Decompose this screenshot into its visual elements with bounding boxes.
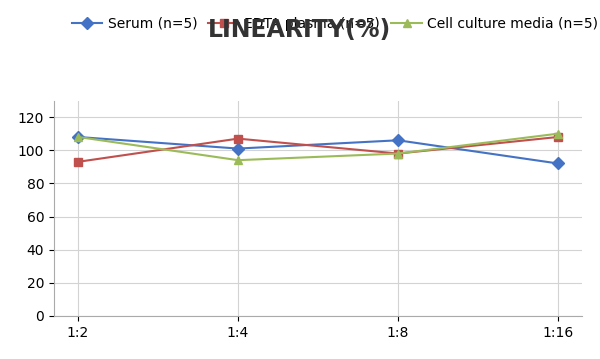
Serum (n=5)	[394, 138, 401, 143]
Cell culture media (n=5)	[235, 158, 242, 162]
EDTA plasma (n=5)	[235, 136, 242, 141]
Line: Cell culture media (n=5): Cell culture media (n=5)	[74, 130, 562, 164]
Line: EDTA plasma (n=5): EDTA plasma (n=5)	[74, 133, 562, 166]
EDTA plasma (n=5)	[394, 151, 401, 156]
Legend: Serum (n=5), EDTA plasma (n=5), Cell culture media (n=5): Serum (n=5), EDTA plasma (n=5), Cell cul…	[71, 17, 598, 31]
Line: Serum (n=5): Serum (n=5)	[74, 133, 562, 168]
Cell culture media (n=5)	[74, 135, 82, 139]
EDTA plasma (n=5)	[74, 160, 82, 164]
EDTA plasma (n=5)	[554, 135, 562, 139]
Serum (n=5)	[235, 146, 242, 151]
Cell culture media (n=5)	[394, 151, 401, 156]
Serum (n=5)	[74, 135, 82, 139]
Cell culture media (n=5)	[554, 131, 562, 136]
Serum (n=5)	[554, 161, 562, 165]
Text: LINEARITY(%): LINEARITY(%)	[208, 18, 392, 42]
